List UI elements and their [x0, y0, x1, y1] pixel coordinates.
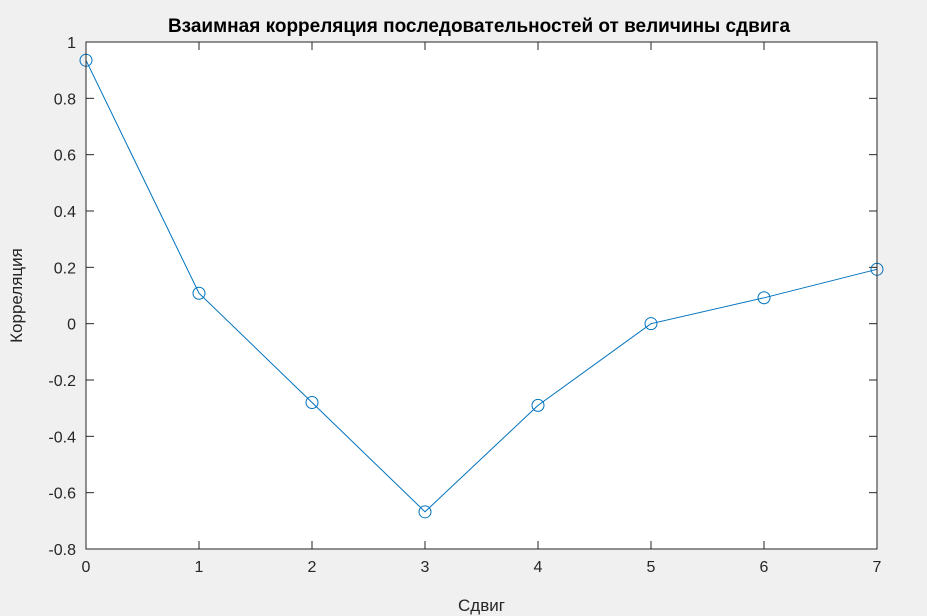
data-point-marker: [644, 317, 658, 331]
chart-title: Взаимная корреляция последовательностей …: [168, 16, 791, 37]
data-point-marker: [305, 396, 319, 410]
data-point-marker: [757, 291, 771, 305]
y-tick-label: -0.2: [48, 373, 76, 390]
x-axis-label: Сдвиг: [458, 596, 505, 615]
y-tick-label: 0.6: [54, 148, 76, 165]
x-tick-label: 0: [82, 559, 91, 576]
x-tick-label: 6: [760, 559, 769, 576]
y-tick-label: 0.2: [54, 260, 76, 277]
y-tick-label: -0.8: [48, 542, 76, 559]
x-tick-label: 5: [647, 559, 656, 576]
data-point-marker: [531, 398, 545, 412]
y-tick-label: 0: [67, 317, 76, 334]
axes-box: [85, 41, 878, 550]
x-tick-label: 3: [421, 559, 430, 576]
x-tick-label: 1: [195, 559, 204, 576]
y-tick-label: -0.4: [48, 429, 76, 446]
data-point-marker: [192, 286, 206, 300]
plot-area: [86, 42, 877, 549]
series-layer: [79, 53, 884, 519]
y-tick-label: -0.6: [48, 486, 76, 503]
y-axis-label: Корреляция: [7, 248, 26, 343]
series-line: [85, 60, 878, 513]
x-tick-label: 4: [534, 559, 543, 576]
x-tick-label: 2: [308, 559, 317, 576]
data-point-marker: [418, 505, 432, 519]
y-tick-label: 0.8: [54, 91, 76, 108]
y-tick-label: 1: [67, 35, 76, 52]
y-tick-label: 0.4: [54, 204, 76, 221]
x-tick-label: 7: [873, 559, 882, 576]
